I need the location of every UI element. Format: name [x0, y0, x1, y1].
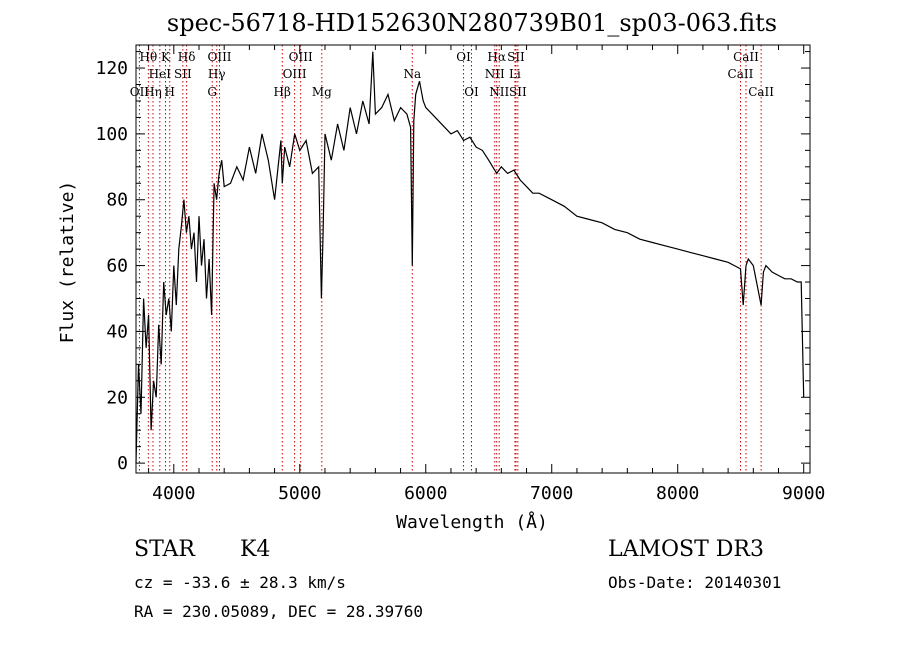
marker-label: OIII: [207, 50, 231, 64]
marker-label: Na: [403, 67, 421, 81]
observation-date: Obs-Date: 20140301: [608, 573, 782, 592]
x-tick-label: 8000: [656, 483, 699, 504]
marker-label: SII: [174, 67, 192, 81]
marker-label: Hδ: [178, 50, 196, 64]
chart-title: spec-56718-HD152630N280739B01_sp03-063.f…: [167, 9, 777, 37]
marker-label: Hη: [144, 85, 162, 99]
x-tick-label: 6000: [404, 483, 447, 504]
marker-label: Hβ: [274, 85, 291, 99]
marker-label: G: [207, 85, 217, 99]
plot-frame: [135, 44, 811, 474]
redshift-velocity: cz = -33.6 ± 28.3 km/s: [134, 573, 346, 592]
y-tick-label: 40: [106, 321, 128, 342]
marker-label: CaII: [748, 85, 774, 99]
marker-label: CaII: [728, 67, 754, 81]
x-tick-label: 7000: [530, 483, 573, 504]
marker-label: Li: [509, 67, 521, 81]
y-tick-label: 80: [106, 190, 128, 211]
x-tick-label: 4000: [152, 483, 195, 504]
marker-label: Hθ: [139, 50, 157, 64]
object-class: STAR: [134, 537, 195, 562]
y-tick-label: 100: [95, 124, 128, 145]
marker-label: OI: [464, 85, 479, 99]
marker-label: OII: [130, 85, 150, 99]
spectrum-line: [135, 51, 805, 464]
y-tick-label: 120: [95, 58, 128, 79]
marker-label: OIII: [289, 50, 313, 64]
x-axis: 4000 5000 6000 7000 8000 9000: [148, 45, 825, 504]
y-tick-label: 0: [117, 453, 128, 474]
marker-label: NII: [489, 85, 509, 99]
marker-label: Hγ: [208, 67, 226, 81]
marker-label: K: [161, 50, 171, 64]
marker-label: OI: [456, 50, 471, 64]
y-axis-label: Flux (relative): [57, 181, 78, 344]
marker-label: H: [165, 85, 175, 99]
x-tick-label: 9000: [782, 483, 825, 504]
x-axis-label: Wavelength (Å): [396, 511, 548, 533]
marker-label: Hα: [487, 50, 506, 64]
marker-label: NII: [485, 67, 505, 81]
y-axis: 0 20 40 60 80 100 120: [95, 51, 810, 474]
marker-label: HeI: [149, 67, 172, 81]
survey-name: LAMOST DR3: [608, 537, 764, 562]
object-subclass: K4: [240, 537, 271, 562]
coordinates: RA = 230.05089, DEC = 28.39760: [134, 602, 423, 621]
marker-label: CaII: [733, 50, 759, 64]
y-tick-label: 60: [106, 256, 128, 277]
marker-label: SII: [507, 50, 525, 64]
marker-label: SII: [509, 85, 527, 99]
x-tick-label: 5000: [278, 483, 321, 504]
y-tick-label: 20: [106, 387, 128, 408]
marker-label: Mg: [312, 85, 332, 99]
marker-label: OIII: [283, 67, 307, 81]
